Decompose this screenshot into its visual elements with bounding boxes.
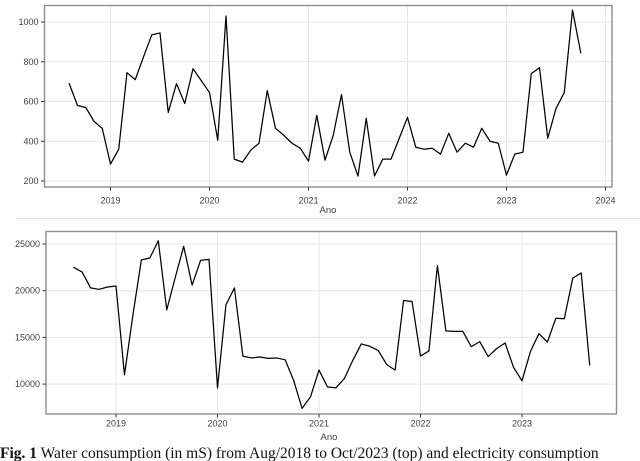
x-tick-label: 2019 bbox=[100, 196, 120, 206]
panel-border bbox=[45, 230, 618, 415]
electricity-consumption-chart: 10000 15000 20000 25000 2019 2020 2021 2022 2023… bbox=[15, 230, 618, 443]
y-tick-label: 25000 bbox=[15, 239, 40, 249]
y-tick-label: 600 bbox=[23, 97, 38, 107]
y-tick-label: 10000 bbox=[15, 379, 40, 389]
series-line-electricity_consumption_monthly bbox=[73, 240, 591, 410]
panel-border bbox=[43, 4, 613, 188]
x-tick-label: 2019 bbox=[106, 419, 126, 429]
figure-caption-label: Fig. 1 bbox=[0, 445, 38, 461]
x-tick-label: 2023 bbox=[496, 196, 516, 206]
x-tick-label: 2021 bbox=[298, 196, 318, 206]
axes: 200 400 600 800 1000 2019 2020 2021 2022 2023 2024… bbox=[18, 17, 615, 216]
figure-separator bbox=[16, 218, 640, 219]
x-axis-title: Ano bbox=[321, 432, 338, 443]
series-line-water_consumption_m3_monthly bbox=[68, 9, 582, 177]
y-tick-label: 15000 bbox=[15, 332, 40, 342]
axes: 10000 15000 20000 25000 2019 2020 2021 2022 2023… bbox=[15, 239, 532, 443]
y-tick-label: 200 bbox=[23, 176, 38, 186]
water-consumption-chart: 200 400 600 800 1000 2019 2020 2021 2022 2023 2024… bbox=[18, 4, 616, 216]
y-tick-label: 20000 bbox=[15, 286, 40, 296]
x-tick-label: 2022 bbox=[397, 196, 417, 206]
x-tick-label: 2023 bbox=[512, 419, 532, 429]
figure-caption: Fig. 1 Water consumption (in mS) from Au… bbox=[0, 444, 640, 461]
x-tick-label: 2022 bbox=[410, 419, 430, 429]
y-tick-label: 400 bbox=[23, 136, 38, 146]
x-tick-label: 2021 bbox=[309, 419, 329, 429]
panel-background bbox=[44, 5, 612, 187]
y-tick-label: 1000 bbox=[18, 17, 38, 27]
x-tick-label: 2024 bbox=[595, 196, 615, 206]
figure-caption-text: Water consumption (in mS) from Aug/2018 … bbox=[37, 445, 599, 461]
x-axis-title: Ano bbox=[320, 205, 337, 216]
gridlines bbox=[44, 5, 612, 187]
gridlines bbox=[46, 231, 617, 414]
y-tick-label: 800 bbox=[23, 57, 38, 67]
x-tick-label: 2020 bbox=[199, 196, 219, 206]
x-tick-label: 2020 bbox=[207, 419, 227, 429]
